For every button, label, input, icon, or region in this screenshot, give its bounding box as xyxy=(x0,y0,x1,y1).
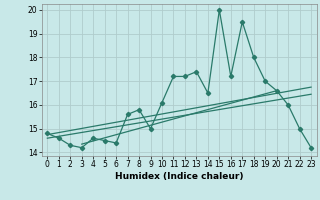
X-axis label: Humidex (Indice chaleur): Humidex (Indice chaleur) xyxy=(115,172,244,181)
